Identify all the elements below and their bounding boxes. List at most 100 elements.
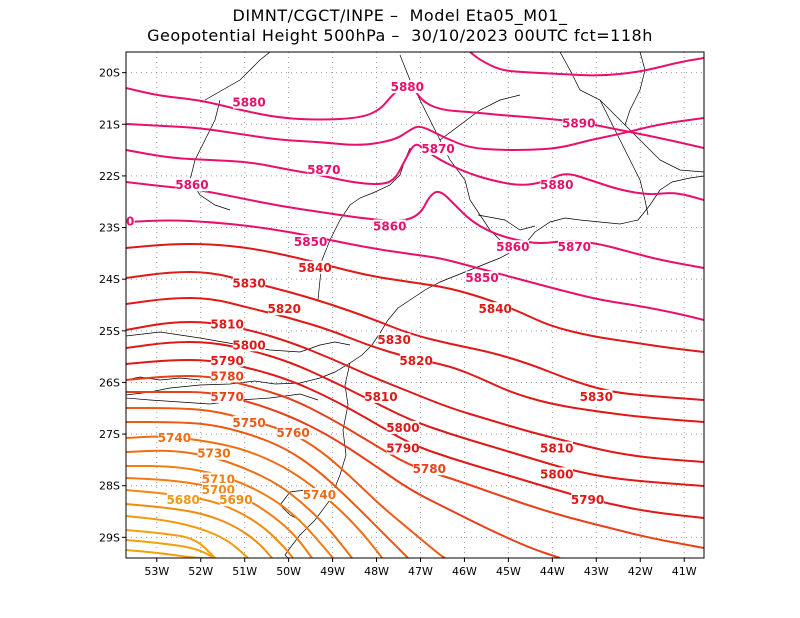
contour-label: 5790 [571,493,604,507]
contour-label: 5830 [580,390,613,404]
contour-label-bg [175,178,209,192]
contour-label-bg [268,302,301,316]
coastline-segment [599,99,649,216]
lat-tick-label: 22S [99,170,120,183]
contour-label: 5790 [210,354,243,368]
contour-label: 5880 [540,178,573,192]
contour-label: 5800 [540,467,573,481]
contour-label-bg [166,493,200,507]
contour-labels: 5880 5880 5890 5870 5870 5880 5860 5860 5860 5870… [118,80,613,507]
lat-tick-label: 28S [99,480,120,493]
contour-label: 5780 [413,462,446,476]
contour-label: 5690 [219,493,252,507]
lon-tick-label: 42W [628,565,653,578]
contour-line-5800 [126,340,704,487]
latitude-axis: 20S 21S 22S 23S 24S 25S 26S 27S 28S 29S [99,67,126,544]
lat-tick-label: 29S [99,531,120,544]
chart-title-line-1: DIMNT/CGCT/INPE – Model Eta05_M01_ [232,6,568,25]
contour-line-5810 [126,320,704,463]
contour-label-bg [496,240,529,254]
lon-tick-label: 43W [584,565,609,578]
contour-label-bg [479,302,512,316]
contour-line-5730 [126,449,353,558]
contour-line-unlabeled [126,539,216,558]
contour-line-5690 [126,503,273,558]
contour-label: 5850 [465,271,498,285]
lat-tick-label: 24S [99,273,120,286]
contour-line-5760 [126,407,446,558]
contour-line-5860 [126,181,704,269]
contour-label-bg [540,441,573,455]
contour-label: 5750 [232,416,265,430]
contour-label: 5800 [232,338,265,352]
contour-label-bg [210,353,244,367]
contour-label-bg [391,80,424,94]
contour-label-bg [298,260,332,274]
contour-label: 5760 [276,426,309,440]
coastline-segment [126,331,351,353]
contour-line-5880 [126,117,704,152]
contour-line-5750 [126,421,409,558]
contour-label-bg [562,116,595,130]
contour-label-bg [232,338,266,352]
contour-label-bg [210,389,244,403]
contour-label-bg [465,271,499,285]
contour-label: 5870 [307,163,340,177]
coastline-segment [204,52,271,101]
contour-label: 5830 [232,276,265,290]
contour-label: 5810 [364,390,397,404]
contour-label: 50 [118,214,135,228]
contour-label: 5810 [210,318,243,332]
contour-line-5720 [126,465,334,558]
contour-label: 5740 [158,431,191,445]
contour-label-bg [571,493,604,507]
lat-tick-label: 25S [99,325,120,338]
contour-label-bg [232,415,266,429]
contour-label: 5800 [386,421,419,435]
contour-label: 5780 [210,369,243,383]
contour-label-bg [126,214,135,228]
coastline-segment [126,376,201,381]
longitude-axis: 53W 52W 51W 50W 49W 48W 47W 46W 45W 44W 43W 42W 41W [144,558,697,578]
contour-label: 5880 [232,96,265,110]
contour-label-bg [364,389,398,403]
plot-frame [125,51,705,559]
contour-label-bg [580,389,613,403]
coastline-segment [439,94,521,141]
lon-tick-label: 52W [188,565,213,578]
contour-line-5890 [469,52,704,77]
contour-label-bg [210,317,244,331]
contour-label-bg [399,353,433,367]
lon-tick-label: 46W [452,565,477,578]
contour-line-5850 [126,219,704,321]
lon-tick-label: 41W [672,565,697,578]
contour-label: 5860 [373,220,406,234]
contour-label: 5870 [421,142,454,156]
contour-label-bg [413,462,446,476]
contour-line-5780 [126,374,704,549]
contour-label: 5840 [298,261,331,275]
contour-label-bg [202,482,235,496]
lat-tick-label: 21S [99,118,120,131]
contour-label-bg [421,142,455,156]
contour-label-bg [377,333,411,347]
contour-label-bg [307,162,340,176]
lon-tick-label: 53W [144,565,169,578]
contour-label-bg [276,426,310,440]
contour-label-bg [386,420,420,434]
contour-label: 5840 [479,302,512,316]
contour-label: 5680 [166,493,199,507]
contour-label: 5880 [391,80,424,94]
contour-label-bg [232,95,266,109]
lon-tick-label: 49W [320,565,345,578]
contour-label-bg [210,369,244,383]
contour-label-bg [294,235,327,249]
lat-tick-label: 20S [99,67,120,80]
coastline-segment [477,214,536,231]
contour-line-5700 [126,489,294,558]
lat-tick-label: 26S [99,376,120,389]
coastline-segment [559,52,704,173]
chart-title-line-2: Geopotential Height 500hPa – 30/10/2023 … [147,26,653,45]
coastline-segment [189,99,231,211]
